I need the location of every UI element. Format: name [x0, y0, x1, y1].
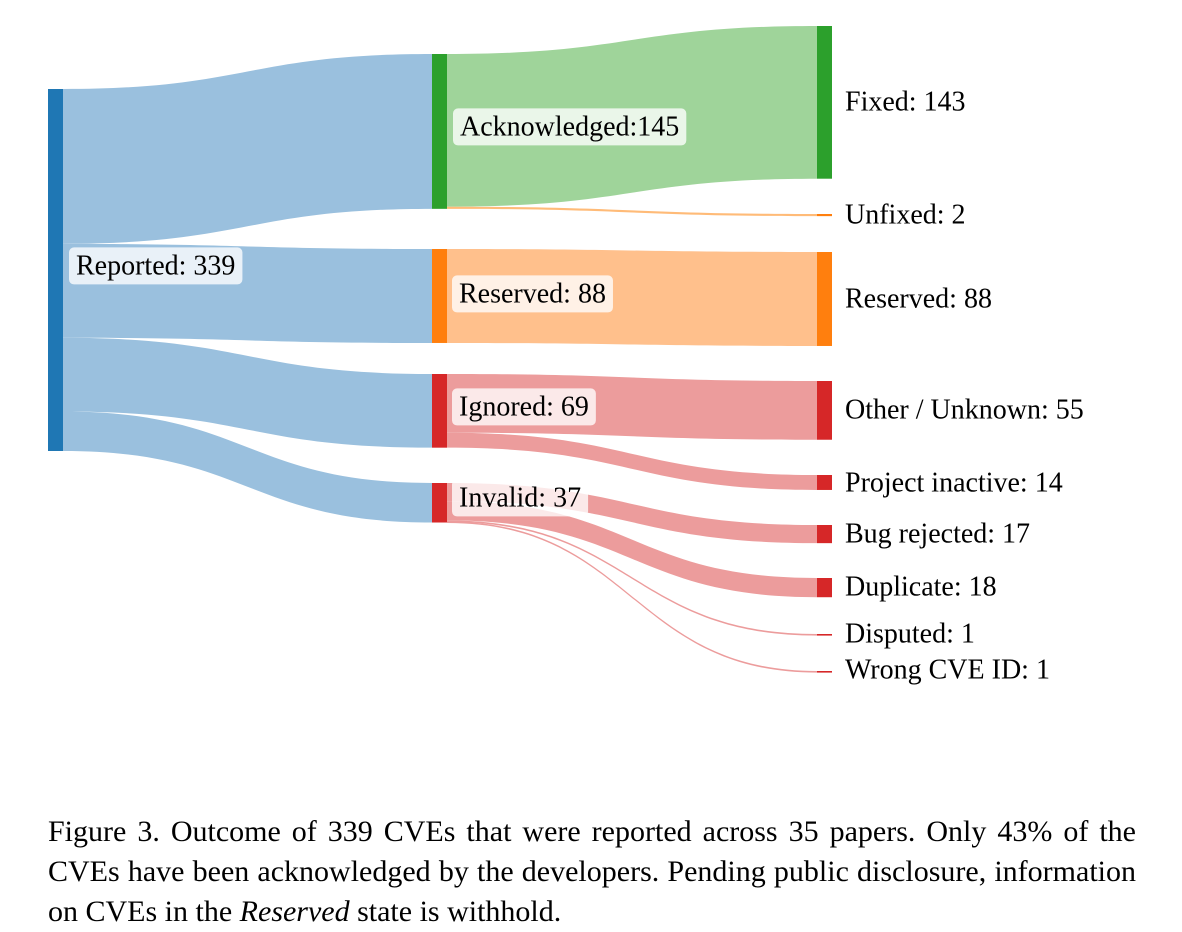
link-reported-invalid: [63, 411, 432, 523]
node-unfixed: [817, 214, 832, 217]
label-reserved_mid: Reserved: 88: [459, 278, 606, 309]
sankey-nodes: [48, 26, 832, 673]
label-other: Other / Unknown: 55: [845, 394, 1084, 425]
node-reported: [48, 89, 63, 451]
label-bg-acknowledged: [453, 108, 687, 146]
node-other: [817, 381, 832, 440]
node-invalid: [432, 483, 447, 523]
link-acknowledged-unfixed: [447, 206, 817, 217]
label-bg-ignored: [452, 388, 596, 426]
node-reserved_mid: [432, 249, 447, 343]
label-disputed: Disputed: 1: [845, 618, 975, 649]
label-invalid: Invalid: 37: [459, 482, 581, 513]
label-fixed: Fixed: 143: [845, 86, 966, 117]
caption-suffix: state is withhold.: [349, 895, 562, 928]
label-duplicate: Duplicate: 18: [845, 571, 997, 602]
label-bg-invalid: [452, 479, 589, 517]
label-ignored: Ignored: 69: [459, 391, 589, 422]
link-invalid-duplicate: [447, 501, 817, 598]
node-reserved_out: [817, 252, 832, 346]
node-wrongid: [817, 671, 832, 673]
link-invalid-wrongid: [447, 521, 817, 673]
sankey-svg: Reported: 339 Acknowledged:145 Reserved: 8…: [48, 26, 1084, 685]
link-reserved_mid-reserved_out: [447, 249, 817, 346]
label-reported: Reported: 339: [76, 250, 235, 281]
label-bg-reserved_mid: [452, 275, 613, 313]
node-ignored: [432, 374, 447, 448]
sankey-chart: Reported: 339 Acknowledged:145 Reserved: 8…: [48, 26, 1084, 685]
label-wrongid: Wrong CVE ID: 1: [845, 654, 1050, 685]
link-ignored-inactive: [447, 432, 817, 490]
label-reserved_out: Reserved: 88: [845, 283, 992, 314]
node-inactive: [817, 475, 832, 490]
node-duplicate: [817, 578, 832, 598]
caption-emphasis: Reserved: [239, 895, 350, 928]
label-unfixed: Unfixed: 2: [845, 199, 966, 230]
link-reported-ignored: [63, 337, 432, 448]
node-disputed: [817, 634, 832, 636]
link-invalid-disputed: [447, 520, 817, 636]
label-acknowledged: Acknowledged:145: [460, 111, 679, 142]
node-acknowledged: [432, 54, 447, 209]
label-rejected: Bug rejected: 17: [845, 518, 1030, 549]
node-fixed: [817, 26, 832, 179]
label-inactive: Project inactive: 14: [845, 467, 1063, 498]
node-rejected: [817, 525, 832, 544]
figure-caption: Figure 3. Outcome of 339 CVEs that were …: [48, 812, 1136, 932]
sankey-labels: Reported: 339 Acknowledged:145 Reserved: 8…: [69, 86, 1084, 685]
label-bg-reported: [69, 247, 243, 285]
link-reported-acknowledged: [63, 54, 432, 244]
caption-prefix: Figure 3. Outcome of 339 CVEs that were …: [48, 815, 1136, 928]
